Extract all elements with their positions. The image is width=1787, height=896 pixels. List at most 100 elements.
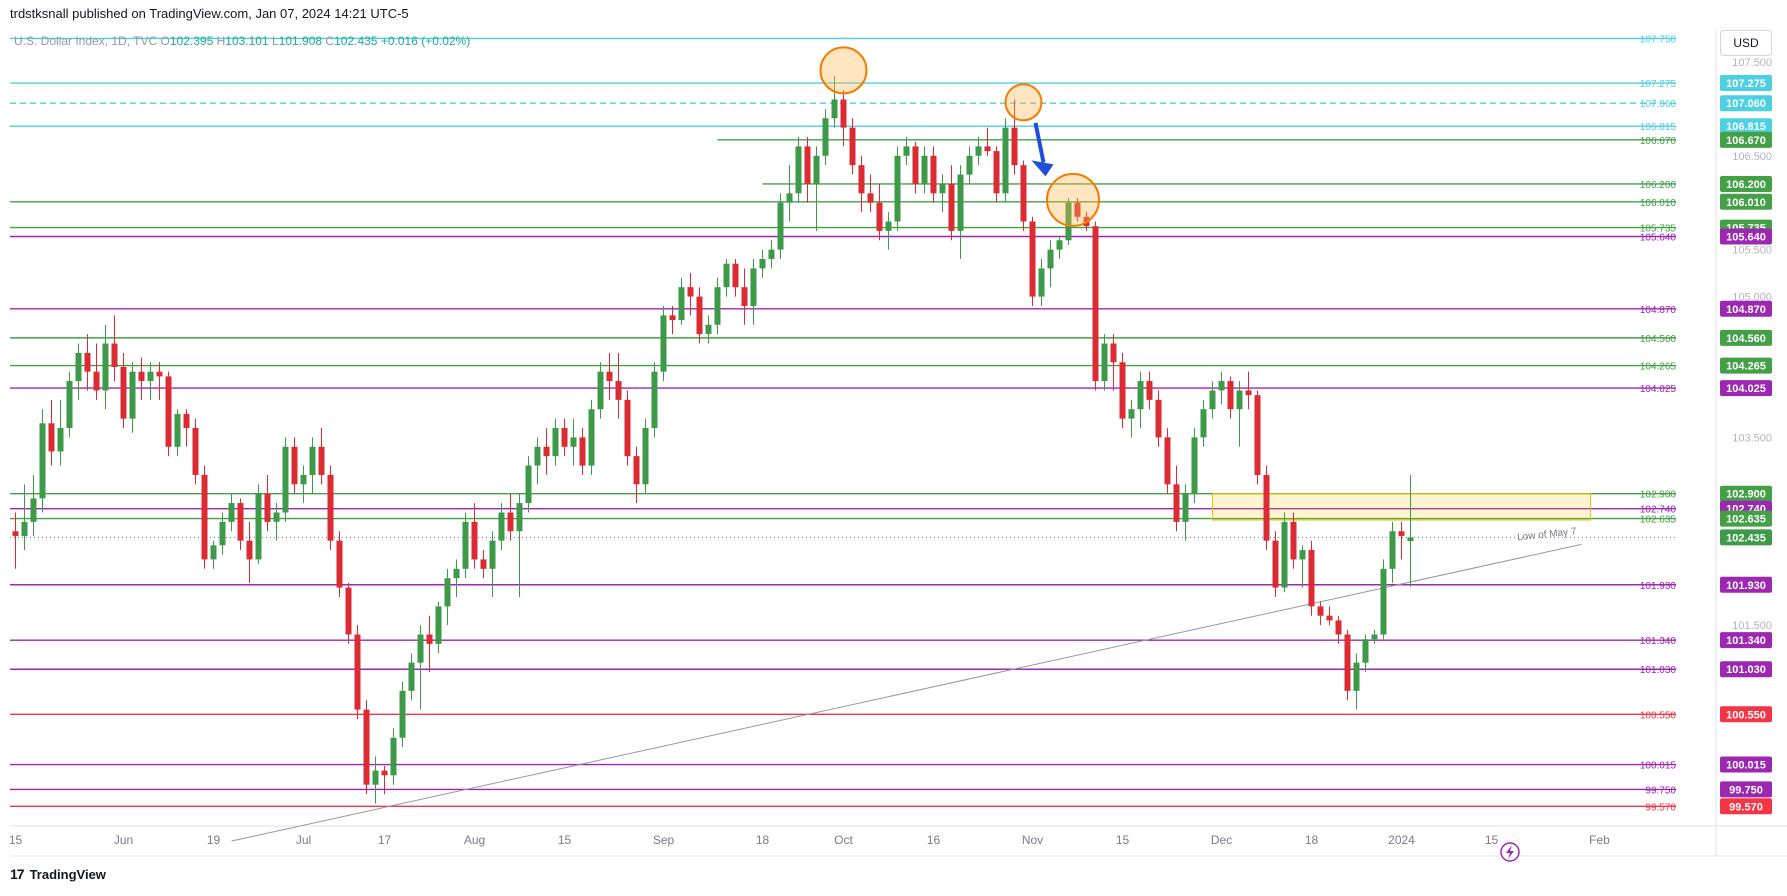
candle-body <box>579 437 586 466</box>
price-badge-104.870: 104.870 <box>1726 304 1766 316</box>
candle-body <box>93 371 100 391</box>
price-badge-bg-104.025 <box>1720 380 1772 397</box>
time-tick-Jun: Jun <box>114 833 133 847</box>
candle-body <box>1209 390 1216 410</box>
candle-body <box>30 498 37 522</box>
price-axis[interactable]: 107.275 107.060 106.815 106.670 106.200 106.0… <box>1720 57 1772 815</box>
level-label-107.060: 107.060 <box>1640 99 1677 110</box>
level-label-105.640: 105.640 <box>1640 233 1677 244</box>
candle-body <box>48 423 55 452</box>
candle-body <box>534 446 541 466</box>
price-badge-99.750: 99.750 <box>1729 784 1763 796</box>
candle-body <box>1272 540 1279 588</box>
price-tick-103.500: 103.500 <box>1732 432 1772 444</box>
candle-body <box>138 371 145 382</box>
candle-body <box>1362 639 1369 663</box>
level-label-104.560: 104.560 <box>1640 334 1677 345</box>
candle-body <box>1173 484 1180 522</box>
candle-body <box>75 352 82 382</box>
price-badge-bg-100.015 <box>1720 756 1772 773</box>
level-label-99.570: 99.570 <box>1645 802 1676 813</box>
time-tick-15: 15 <box>1485 833 1499 847</box>
candle-body <box>714 287 721 325</box>
candle-body <box>1200 409 1207 438</box>
candle-body <box>417 634 424 663</box>
candle-body <box>111 343 118 367</box>
level-label-102.635: 102.635 <box>1640 515 1677 526</box>
time-tick-17: 17 <box>378 833 392 847</box>
level-label-104.265: 104.265 <box>1640 362 1677 373</box>
level-label-106.670: 106.670 <box>1640 136 1677 147</box>
price-badge-106.200: 106.200 <box>1726 179 1766 191</box>
currency-button[interactable]: USD <box>1720 30 1772 56</box>
level-label-101.030: 101.030 <box>1640 665 1677 676</box>
level-label-100.550: 100.550 <box>1640 710 1677 721</box>
legend-close: 102.435 <box>334 34 378 48</box>
candle-body <box>264 493 271 522</box>
candle-body <box>1344 634 1351 691</box>
candle-body <box>984 146 991 152</box>
level-label-107.275: 107.275 <box>1640 79 1677 90</box>
last-price-badge-bg <box>1720 529 1772 546</box>
candle-body <box>1047 249 1054 269</box>
tradingview-logo: 17 <box>10 866 25 882</box>
candle-body <box>876 202 883 231</box>
price-badge-106.670: 106.670 <box>1726 135 1766 147</box>
candle-body <box>147 371 154 382</box>
price-badge-bg-101.340 <box>1720 632 1772 649</box>
price-badge-104.025: 104.025 <box>1726 383 1766 395</box>
candle-body <box>1119 362 1126 419</box>
candle-body <box>678 287 685 321</box>
candle-body <box>1164 437 1171 485</box>
candle-body <box>597 371 604 410</box>
time-tick-Feb: Feb <box>1589 833 1610 847</box>
price-badge-102.635: 102.635 <box>1726 514 1766 526</box>
candle-body <box>1263 474 1270 541</box>
candle-body <box>210 545 217 560</box>
legend-change: +0.016 (+0.02%) <box>380 34 471 48</box>
time-tick-Sep: Sep <box>653 833 675 847</box>
candle-body <box>1353 662 1360 691</box>
candle-body <box>930 155 937 194</box>
candle-body <box>381 770 388 776</box>
candle-body <box>966 155 973 175</box>
price-badge-bg-106.200 <box>1720 175 1772 192</box>
candle-body <box>1002 127 1009 194</box>
price-tick-105.500: 105.500 <box>1732 245 1772 257</box>
price-tick-107.500: 107.500 <box>1732 57 1772 69</box>
supply-zone-rect <box>1212 493 1591 521</box>
price-badge-101.930: 101.930 <box>1726 580 1766 592</box>
price-badge-bg-106.815 <box>1720 118 1772 135</box>
highlight-circle <box>819 46 868 95</box>
candle-body <box>21 521 28 536</box>
candle-body <box>1182 493 1189 522</box>
price-badge-106.010: 106.010 <box>1726 197 1766 209</box>
candle-body <box>1011 127 1018 166</box>
time-axis[interactable]: 15 Jun 19 Jul 17 Aug 15 Sep 18 Oct 16 Nov 15 Dec 18 202… <box>9 833 1610 847</box>
price-badge-107.275: 107.275 <box>1726 78 1766 90</box>
candle-body <box>831 99 838 119</box>
candle-body <box>1038 268 1045 297</box>
price-badge-107.060: 107.060 <box>1726 98 1766 110</box>
level-label-105.735: 105.735 <box>1640 224 1677 235</box>
candle-body <box>759 259 766 269</box>
candle-body <box>1218 381 1225 391</box>
annotations <box>819 46 1520 862</box>
candle-body <box>408 662 415 691</box>
candle-body <box>300 474 307 485</box>
candle-body <box>318 446 325 475</box>
price-badge-106.815: 106.815 <box>1726 121 1766 133</box>
candle-body <box>1101 343 1108 382</box>
candle-body <box>354 634 361 710</box>
candle-body <box>246 540 253 560</box>
candle-body <box>237 503 244 541</box>
candle-body <box>1074 202 1081 217</box>
candle-body <box>858 165 865 194</box>
arrow-down-icon <box>1031 160 1054 177</box>
candle-body <box>336 540 343 588</box>
time-tick-19: 19 <box>207 833 221 847</box>
level-label-102.900: 102.900 <box>1640 490 1677 501</box>
last-price-badge: 102.435 <box>1726 532 1766 544</box>
candle-body <box>651 371 658 428</box>
